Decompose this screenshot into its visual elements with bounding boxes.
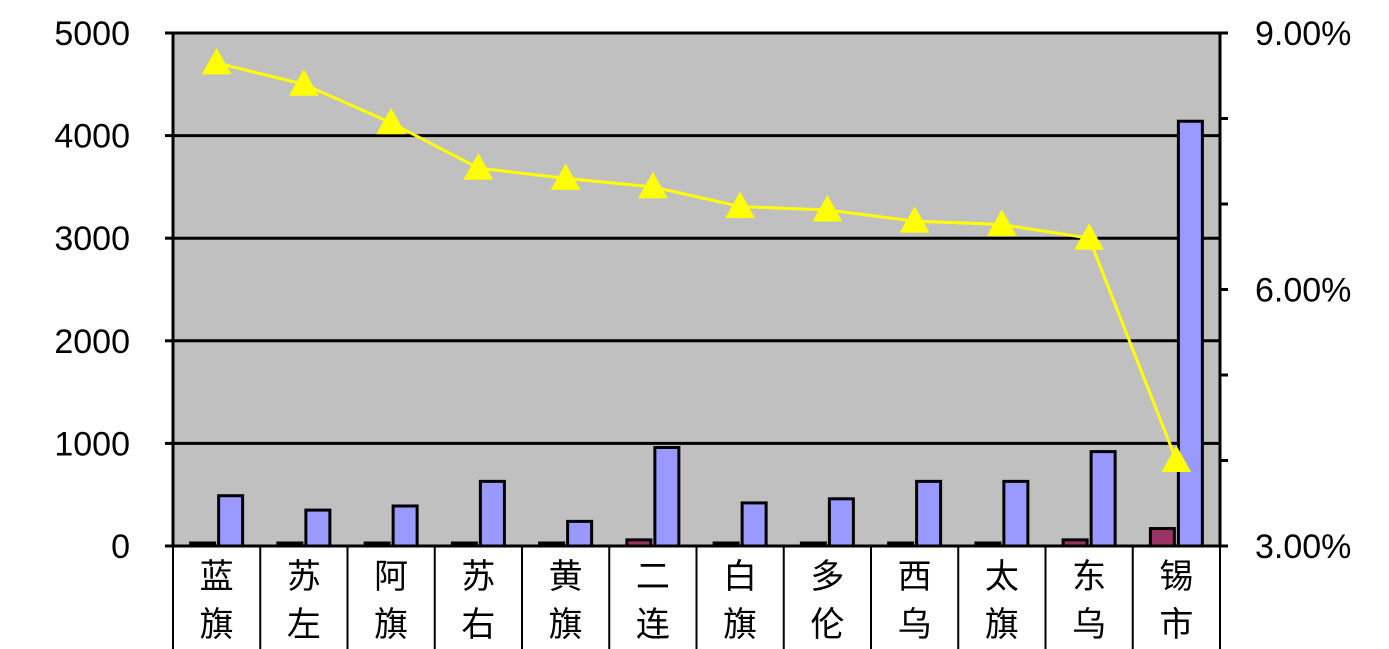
left-tick-label-4: 4000 (54, 118, 130, 156)
gridlines (173, 31, 1220, 445)
category-label-7-1: 伦 (810, 605, 844, 645)
line-marker-4 (550, 163, 581, 190)
category-label-0-0: 蓝 (200, 557, 234, 597)
right-tick-label-1: 6.00% (1255, 272, 1351, 310)
right-tick-label-0: 3.00% (1255, 528, 1351, 566)
line-marker-3 (463, 153, 494, 180)
bar-s1-0 (217, 494, 245, 548)
plot-area (173, 33, 1220, 546)
category-label-10-0: 东 (1072, 557, 1106, 597)
bar-s1-6 (740, 501, 768, 548)
category-label-5-0: 二 (636, 557, 670, 597)
bar-s1-9 (1002, 479, 1030, 548)
category-label-8-0: 西 (898, 557, 932, 597)
left-tick-label-1: 1000 (54, 425, 130, 463)
category-label-2-1: 旗 (374, 605, 408, 645)
category-label-11-0: 锡 (1159, 557, 1193, 597)
bar-s1-5 (653, 446, 681, 548)
bar-s1-7 (827, 497, 855, 548)
bar-s1-3 (478, 479, 506, 548)
category-label-10-1: 乌 (1072, 605, 1106, 645)
right-tick-label-2: 9.00% (1255, 15, 1351, 53)
right-axis-ticks: 3.00% 6.00% 9.00% (1220, 15, 1351, 566)
line-marker-2 (376, 107, 406, 135)
left-tick-label-2: 2000 (54, 323, 130, 361)
category-label-4-1: 旗 (549, 605, 583, 645)
line-path-0 (216, 61, 1178, 462)
category-label-9-0: 太 (985, 557, 1019, 597)
bar-s0-11 (1148, 527, 1176, 548)
left-axis-ticks: 0 1000 2000 3000 4000 5000 (54, 15, 173, 566)
category-label-6-0: 白 (723, 557, 757, 597)
line-marker-1 (289, 69, 319, 96)
category-label-2-0: 阿 (374, 557, 408, 597)
category-label-9-1: 旗 (985, 605, 1019, 645)
line-marker-10 (1074, 223, 1104, 250)
line-marker-7 (812, 194, 843, 222)
line-marker-11 (1161, 445, 1192, 472)
left-tick-label-5: 5000 (54, 15, 130, 53)
category-label-3-1: 右 (461, 605, 495, 645)
bar-s1-4 (566, 519, 594, 548)
line-marker-6 (725, 191, 755, 219)
category-label-11-1: 市 (1159, 605, 1193, 645)
category-label-8-1: 乌 (898, 605, 932, 645)
line-marker-0 (201, 47, 232, 75)
category-label-4-0: 黄 (549, 557, 583, 597)
category-label-1-1: 左 (287, 605, 321, 645)
category-label-7-0: 多 (810, 557, 844, 597)
line-marker-9 (987, 209, 1017, 237)
left-tick-label-3: 3000 (54, 220, 130, 258)
category-label-5-1: 连 (636, 605, 670, 645)
left-tick-label-0: 0 (111, 528, 130, 566)
line-series (201, 47, 1192, 472)
category-label-1-0: 苏 (287, 557, 321, 597)
bar-s1-10 (1089, 450, 1117, 548)
bar-s1-8 (915, 479, 943, 548)
category-label-0-1: 旗 (200, 605, 234, 645)
line-marker-8 (899, 206, 930, 233)
bar-s1-11 (1176, 119, 1204, 548)
bar-s1-1 (304, 508, 332, 548)
category-label-3-0: 苏 (461, 557, 495, 597)
category-label-6-1: 旗 (723, 605, 757, 645)
line-marker-5 (638, 171, 668, 199)
bar-s1-2 (391, 504, 419, 548)
